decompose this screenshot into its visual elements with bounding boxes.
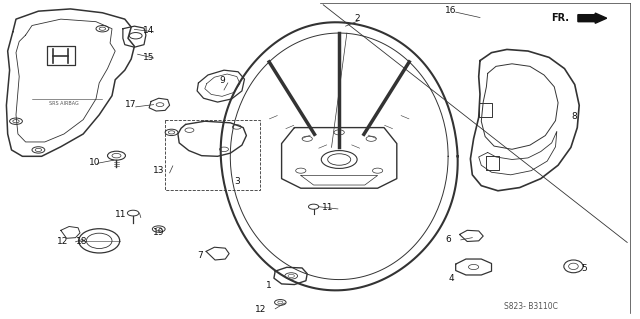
Text: 5: 5 bbox=[581, 264, 586, 273]
Text: 7: 7 bbox=[197, 251, 202, 260]
Text: 6: 6 bbox=[445, 235, 451, 244]
Text: 19: 19 bbox=[153, 228, 164, 237]
Text: 16: 16 bbox=[445, 6, 457, 15]
Text: FR.: FR. bbox=[552, 13, 570, 23]
Text: 11: 11 bbox=[322, 204, 333, 212]
Text: 2: 2 bbox=[355, 14, 360, 23]
Text: 15: 15 bbox=[143, 53, 154, 62]
Text: 8: 8 bbox=[572, 112, 577, 121]
Text: 3: 3 bbox=[234, 177, 239, 186]
Text: SRS AIRBAG: SRS AIRBAG bbox=[49, 101, 79, 106]
Text: 12: 12 bbox=[57, 237, 68, 246]
Text: S823- B3110C: S823- B3110C bbox=[504, 302, 558, 311]
Text: 13: 13 bbox=[153, 166, 164, 175]
Text: 9: 9 bbox=[220, 76, 225, 85]
Text: 18: 18 bbox=[76, 237, 88, 246]
Text: 17: 17 bbox=[125, 100, 137, 109]
Text: 12: 12 bbox=[255, 305, 267, 314]
Text: 10: 10 bbox=[89, 158, 100, 167]
Text: 14: 14 bbox=[143, 26, 154, 35]
FancyArrow shape bbox=[578, 13, 607, 23]
Text: 4: 4 bbox=[449, 274, 454, 283]
Text: 1: 1 bbox=[266, 281, 271, 290]
Bar bbox=[165, 120, 260, 190]
Text: 11: 11 bbox=[115, 210, 126, 219]
